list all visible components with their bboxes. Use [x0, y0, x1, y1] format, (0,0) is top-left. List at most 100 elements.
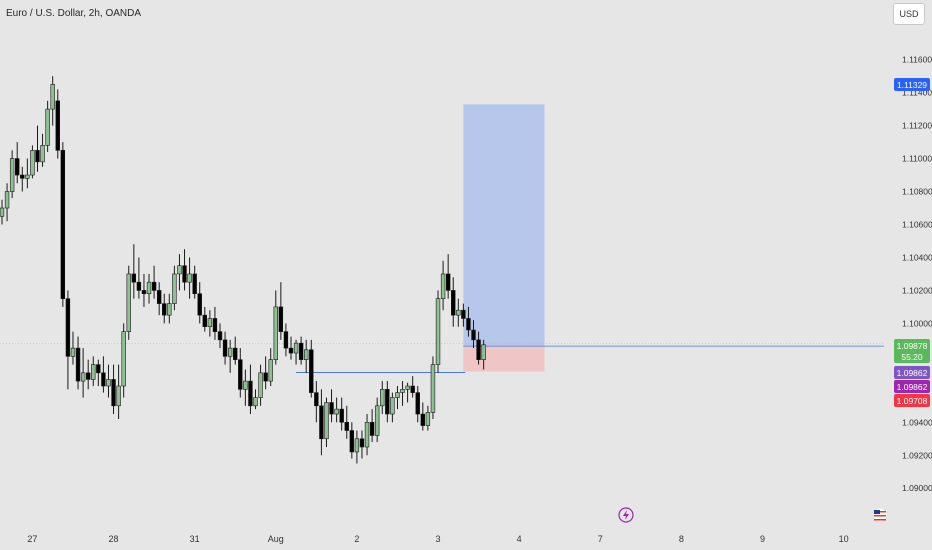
candle — [303, 339, 309, 373]
candle — [248, 364, 253, 415]
candle-body-down — [15, 158, 20, 176]
candle-body-down — [471, 329, 476, 341]
profit-zone — [463, 104, 545, 347]
candle-body-down — [369, 421, 375, 436]
candle — [60, 142, 66, 307]
candle-body-down — [65, 298, 71, 357]
candle — [390, 392, 395, 423]
candle — [131, 244, 137, 299]
price-tag-text: 1.09862 — [897, 368, 928, 378]
candle — [273, 290, 278, 365]
candle-body-up — [30, 150, 35, 176]
bottom-icons — [618, 507, 888, 523]
candle-body-down — [233, 347, 238, 360]
candle — [445, 254, 451, 299]
lightning-icon-ring — [618, 507, 634, 523]
candle — [50, 76, 55, 126]
candle-body-up — [187, 273, 192, 283]
candle-body-down — [101, 372, 106, 387]
candle-body-down — [136, 281, 142, 291]
candle-body-down — [217, 331, 223, 341]
candle — [70, 331, 76, 365]
candle-body-up — [440, 273, 446, 299]
y-tick-label: 1.09000 — [902, 483, 932, 493]
price-tag-countdown: 55:20 — [901, 352, 923, 362]
candle — [359, 430, 365, 459]
y-tick-label: 1.10400 — [902, 252, 932, 262]
candle — [121, 323, 126, 398]
candle-body-up — [405, 385, 410, 390]
candle-body-up — [456, 309, 461, 316]
candle — [238, 348, 243, 398]
candle-body-up — [293, 342, 299, 354]
price-tag-text: 1.09708 — [897, 396, 928, 406]
horizontal-lines — [0, 343, 884, 374]
candle — [177, 254, 182, 291]
candle — [9, 150, 15, 199]
candle — [385, 381, 390, 423]
y-tick-label: 1.11000 — [902, 154, 932, 164]
candle — [96, 359, 101, 387]
candle-body-up — [395, 392, 400, 398]
candle — [440, 260, 446, 311]
candle — [380, 381, 385, 415]
candle — [344, 405, 349, 439]
candle — [233, 336, 238, 365]
candle — [329, 389, 334, 423]
candle-body-down — [283, 331, 289, 349]
candle — [319, 389, 324, 456]
candle — [369, 409, 375, 443]
price-tag-bg — [894, 380, 930, 393]
candle — [481, 339, 486, 370]
currency-button[interactable]: USD — [893, 3, 925, 25]
candle — [288, 336, 294, 360]
candle-body-down — [20, 174, 25, 179]
candle-body-down — [151, 281, 157, 291]
candle-body-up — [0, 207, 5, 217]
candle — [192, 265, 197, 299]
candle-body-down — [466, 318, 471, 331]
candle — [298, 336, 304, 365]
candle-body-up — [425, 412, 431, 426]
candle — [278, 282, 284, 340]
candle — [405, 382, 410, 403]
candle-body-up — [400, 389, 405, 393]
candle-body-down — [131, 273, 137, 283]
candle — [253, 389, 258, 410]
y-tick-label: 1.10000 — [902, 318, 932, 328]
candle — [283, 323, 289, 357]
candle — [268, 348, 273, 387]
candle — [258, 364, 263, 406]
candle-body-up — [390, 397, 395, 415]
candle — [85, 359, 91, 390]
x-tick-label: 10 — [839, 534, 849, 544]
candle — [227, 339, 233, 373]
price-tag: 1.09708 — [894, 394, 930, 407]
candle — [222, 331, 228, 365]
candle-body-up — [40, 145, 45, 163]
x-tick-label: 2 — [354, 534, 359, 544]
candle-body-down — [278, 306, 284, 332]
candle-body-up — [435, 298, 441, 365]
candle — [349, 422, 355, 459]
candle — [364, 414, 370, 456]
candle — [243, 369, 248, 406]
candle — [435, 290, 441, 373]
candle-body-up — [45, 108, 50, 146]
candle-body-up — [9, 158, 15, 192]
y-tick-label: 1.09200 — [902, 450, 932, 460]
candle-body-up — [303, 349, 309, 360]
lightning-icon — [618, 507, 634, 523]
candle-body-down — [197, 293, 202, 316]
y-tick-label: 1.10200 — [902, 285, 932, 295]
y-tick-label: 1.10800 — [902, 187, 932, 197]
candle-body-down — [192, 273, 197, 295]
candle-body-down — [75, 347, 81, 382]
candle-body-up — [354, 438, 360, 453]
candle-body-up — [374, 405, 380, 436]
candle-body-down — [238, 359, 243, 390]
candle-body-up — [106, 379, 111, 387]
candle-body-up — [172, 273, 177, 304]
